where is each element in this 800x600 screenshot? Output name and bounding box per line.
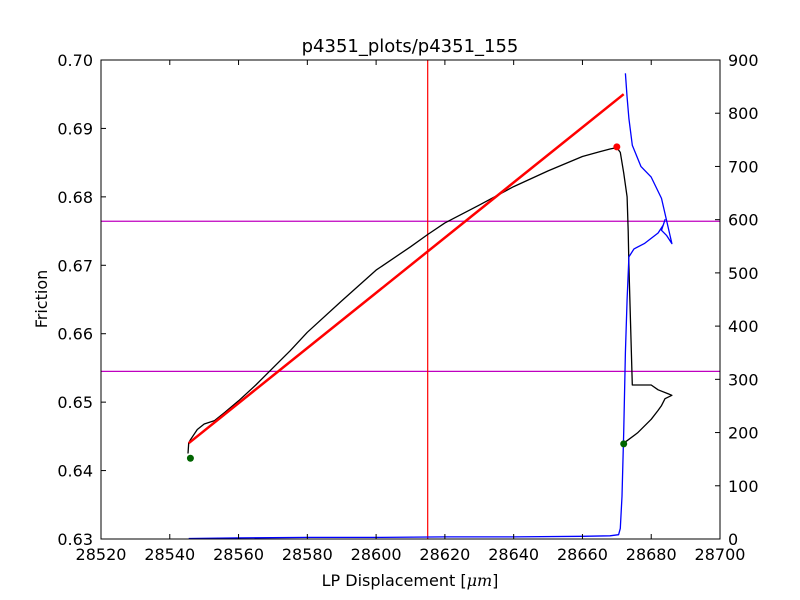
plot-area (100, 59, 721, 540)
series-line-0 (187, 146, 673, 454)
y-tick-label: 0.68 (57, 188, 93, 207)
marker-point-2 (620, 440, 628, 448)
y-axis-ticks: 0.63 0.64 0.65 0.66 0.67 0.68 0.69 0.70 (57, 51, 106, 549)
x-tick-label: 28680 (626, 545, 677, 564)
x-tick-label: 28700 (695, 545, 746, 564)
y-tick-label: 0.63 (57, 530, 93, 549)
marker-point-0 (613, 143, 621, 151)
x-tick-label: 28520 (76, 545, 127, 564)
y-tick-label: 0.70 (57, 51, 93, 70)
y2-axis-ticks: 0 100 200 300 400 500 600 700 800 900 (715, 51, 759, 549)
chart-title: p4351_plots/p4351_155 (302, 36, 519, 57)
x-tick-label: 28560 (213, 545, 264, 564)
y-tick-label: 0.67 (57, 256, 93, 275)
y2-tick-label: 200 (728, 424, 759, 443)
y2-tick-label: 600 (728, 211, 759, 230)
y-tick-label: 0.66 (57, 325, 93, 344)
y2-tick-label: 900 (728, 51, 759, 70)
x-tick-label: 28620 (419, 545, 470, 564)
y2-tick-label: 700 (728, 157, 759, 176)
series-line-1 (188, 73, 673, 540)
marker-point-1 (186, 454, 194, 462)
y2-tick-label: 400 (728, 317, 759, 336)
x-tick-label: 28660 (557, 545, 608, 564)
y-axis-label: Friction (32, 270, 51, 329)
x-tick-label: 28540 (144, 545, 195, 564)
x-axis-label: LP Displacement [μm] (322, 571, 499, 590)
x-tick-label: 28640 (488, 545, 539, 564)
y2-tick-label: 300 (728, 370, 759, 389)
y-tick-label: 0.64 (57, 462, 93, 481)
y2-tick-label: 100 (728, 477, 759, 496)
y2-tick-label: 800 (728, 104, 759, 123)
y2-tick-label: 500 (728, 264, 759, 283)
x-tick-label: 28600 (351, 545, 402, 564)
x-tick-label: 28580 (282, 545, 333, 564)
y-tick-label: 0.65 (57, 393, 93, 412)
x-axis-ticks: 28520 28540 28560 28580 28600 28620 28640 28660… (76, 60, 746, 564)
y-tick-label: 0.69 (57, 119, 93, 138)
plot-frame (100, 59, 721, 540)
y2-tick-label: 0 (728, 530, 738, 549)
series-line-2 (187, 93, 625, 445)
